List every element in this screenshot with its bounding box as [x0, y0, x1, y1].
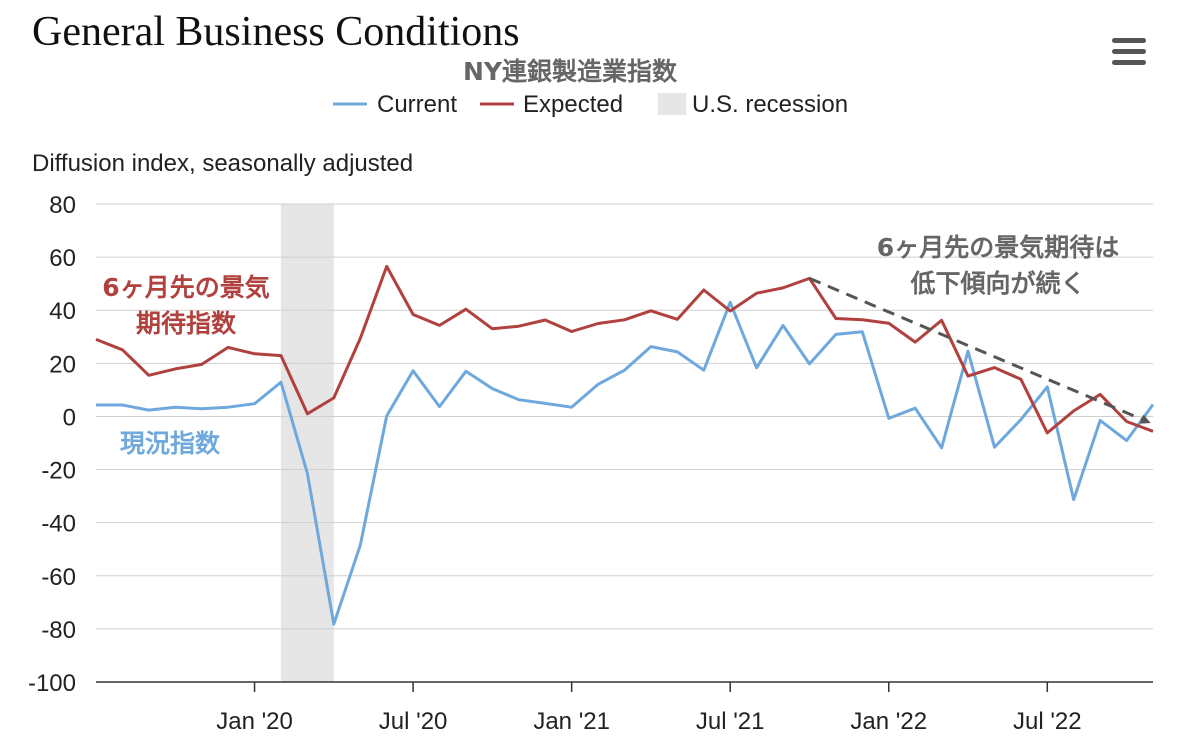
- y-tick-label: 40: [49, 298, 76, 325]
- x-tick-label: Jul '21: [696, 708, 765, 735]
- series-lines: [95, 264, 1155, 626]
- legend-label-2: U.S. recession: [692, 91, 848, 118]
- series-line-expected: [95, 264, 1154, 435]
- y-tick-label: -80: [41, 617, 76, 644]
- chart-subtitle: NY連銀製造業指数: [462, 57, 678, 86]
- y-tick-label: -60: [41, 564, 76, 591]
- legend-swatch-2: [658, 93, 686, 115]
- y-tick-label: -20: [41, 458, 76, 485]
- chart-title: General Business Conditions: [32, 9, 520, 55]
- trend-label-line-1: 6ヶ月先の景気期待は: [877, 233, 1119, 262]
- expected-label-line-2: 期待指数: [136, 309, 237, 338]
- x-tick-label: Jul '20: [379, 708, 448, 735]
- legend: Current Expected U.S. recession: [333, 91, 848, 118]
- x-tick-label: Jan '20: [216, 708, 293, 735]
- y-axis-ticks: 80 60 40 20 0 -20 -40 -60 -80 -100: [28, 192, 76, 697]
- recession-band: [280, 204, 334, 682]
- trend-label-line-2: 低下傾向が続く: [909, 269, 1085, 298]
- y-tick-label: -40: [41, 511, 76, 538]
- series-line-current: [96, 300, 1155, 626]
- trend-arrow: [808, 276, 1151, 424]
- x-axis-ticks: Jan '20 Jul '20 Jan '21 Jul '21 Jan '22 Jul '…: [216, 682, 1082, 735]
- x-tick-label: Jan '21: [533, 708, 610, 735]
- x-tick-label: Jan '22: [850, 708, 927, 735]
- hamburger-menu-icon[interactable]: [1112, 38, 1148, 68]
- y-tick-label: 20: [49, 351, 76, 378]
- legend-label-1: Expected: [523, 91, 623, 118]
- current-label: 現況指数: [120, 429, 221, 458]
- gridlines: [96, 203, 1153, 683]
- y-tick-label: 0: [63, 404, 76, 431]
- y-tick-label: -100: [28, 670, 76, 697]
- annotations: 6ヶ月先の景気 期待指数 現況指数 6ヶ月先の景気期待は 低下傾向が続く: [102, 233, 1119, 458]
- y-axis-title: Diffusion index, seasonally adjusted: [32, 150, 414, 177]
- x-tick-label: Jul '22: [1013, 708, 1082, 735]
- y-tick-label: 60: [49, 245, 76, 272]
- expected-label-line-1: 6ヶ月先の景気: [102, 273, 269, 302]
- y-tick-label: 80: [49, 192, 76, 219]
- legend-label-0: Current: [377, 91, 457, 118]
